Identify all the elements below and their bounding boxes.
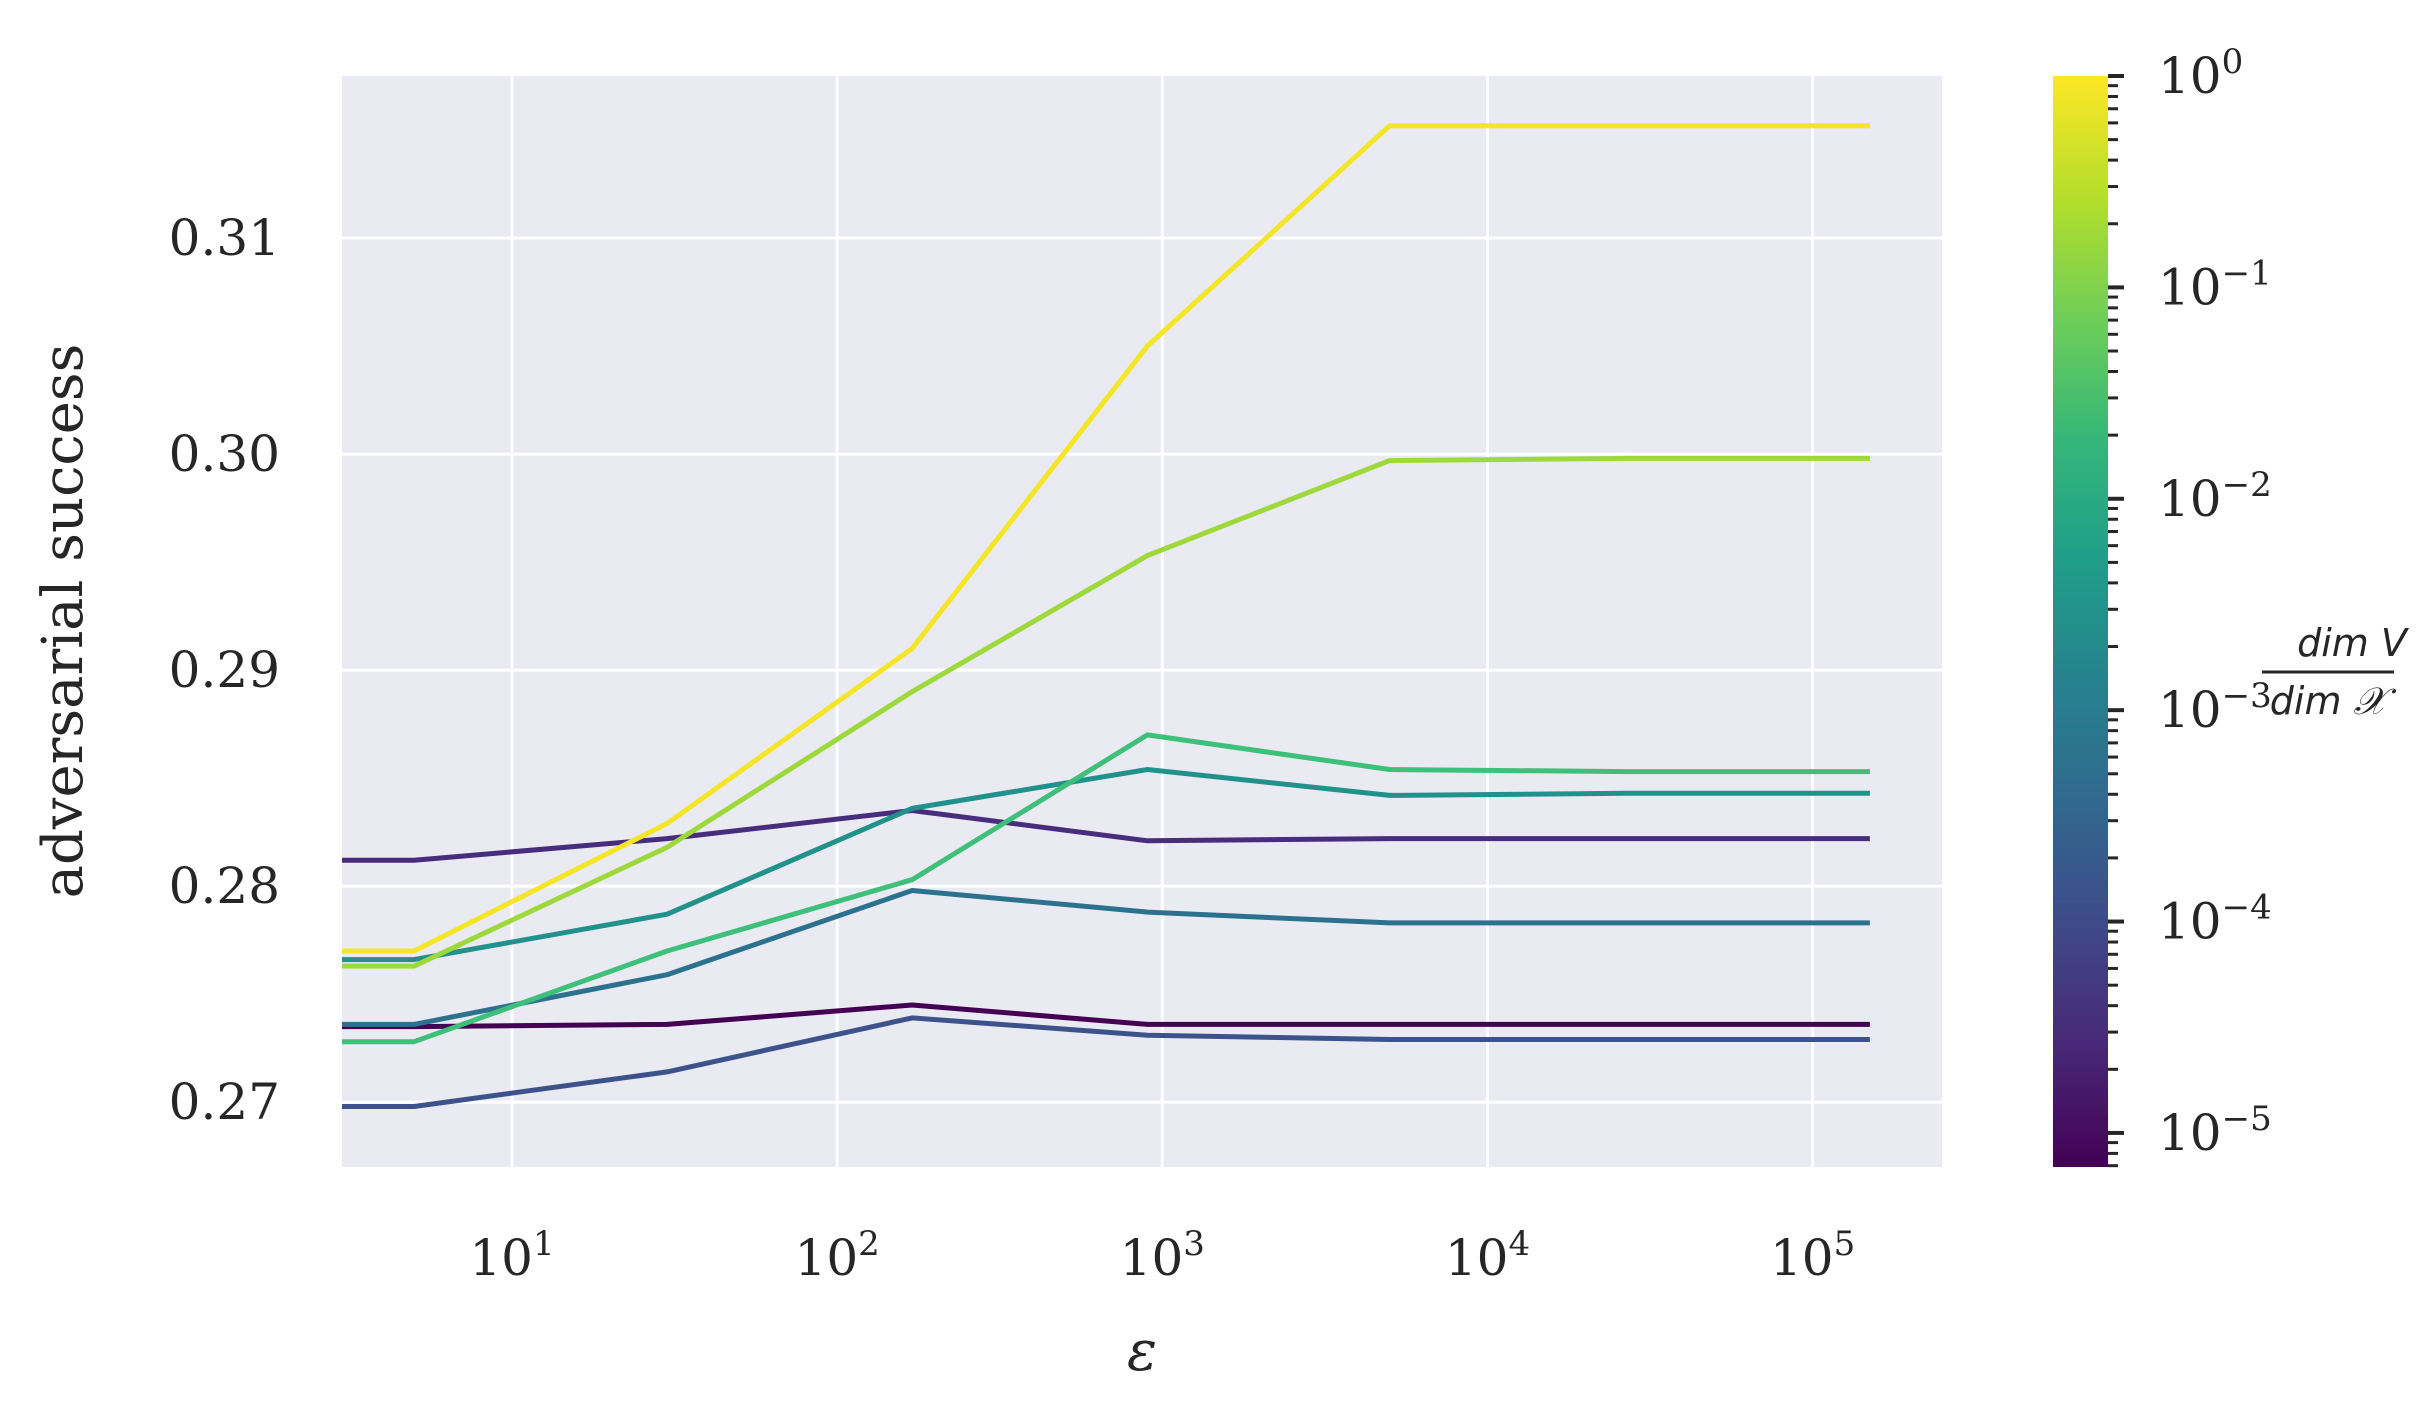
x-axis-ticks: 101 102 103 104 105 <box>469 1224 1855 1287</box>
colorbar-tick-label: 10−1 <box>2158 253 2272 316</box>
colorbar-title-denominator: dim 𝒳 <box>2270 679 2397 723</box>
series-line <box>342 732 1870 1045</box>
x-tick-label: 105 <box>1770 1224 1855 1287</box>
y-tick-label: 0.29 <box>169 641 280 699</box>
y-tick-label: 0.27 <box>169 1073 280 1131</box>
x-tick-label: 104 <box>1445 1224 1530 1287</box>
colorbar-title: dim V dim 𝒳 <box>2262 621 2410 723</box>
grid <box>342 76 1942 1167</box>
series-line <box>342 455 1870 969</box>
colorbar-tick-label: 10−3 <box>2158 676 2272 739</box>
series-lines <box>342 123 1870 1109</box>
series-line <box>342 888 1870 1027</box>
y-axis-label: adversarial success <box>31 344 96 899</box>
colorbar-ticks: 100 10−1 10−2 10−3 10−4 10−5 <box>2108 42 2272 1168</box>
y-tick-label: 0.31 <box>169 209 280 267</box>
x-tick-label: 103 <box>1120 1224 1205 1287</box>
x-axis-label: ε <box>1127 1319 1157 1384</box>
series-line <box>342 767 1870 963</box>
colorbar-title-numerator: dim V <box>2297 621 2410 665</box>
colorbar-tick-label: 100 <box>2158 42 2243 105</box>
plot-background <box>342 76 1942 1167</box>
colorbar: 100 10−1 10−2 10−3 10−4 10−5 dim V dim 𝒳 <box>2053 42 2410 1168</box>
colorbar-tick-label: 10−4 <box>2158 888 2272 951</box>
x-tick-label: 101 <box>469 1224 554 1287</box>
y-axis-ticks: 0.27 0.28 0.29 0.30 0.31 <box>169 209 280 1131</box>
colorbar-gradient <box>2053 76 2108 1167</box>
y-tick-label: 0.30 <box>169 425 280 483</box>
series-line <box>342 123 1870 954</box>
series-line <box>342 1015 1870 1109</box>
x-tick-label: 102 <box>795 1224 880 1287</box>
colorbar-tick-label: 10−2 <box>2158 465 2272 528</box>
y-tick-label: 0.28 <box>169 857 280 915</box>
colorbar-tick-label: 10−5 <box>2158 1099 2272 1162</box>
series-line <box>342 808 1870 863</box>
